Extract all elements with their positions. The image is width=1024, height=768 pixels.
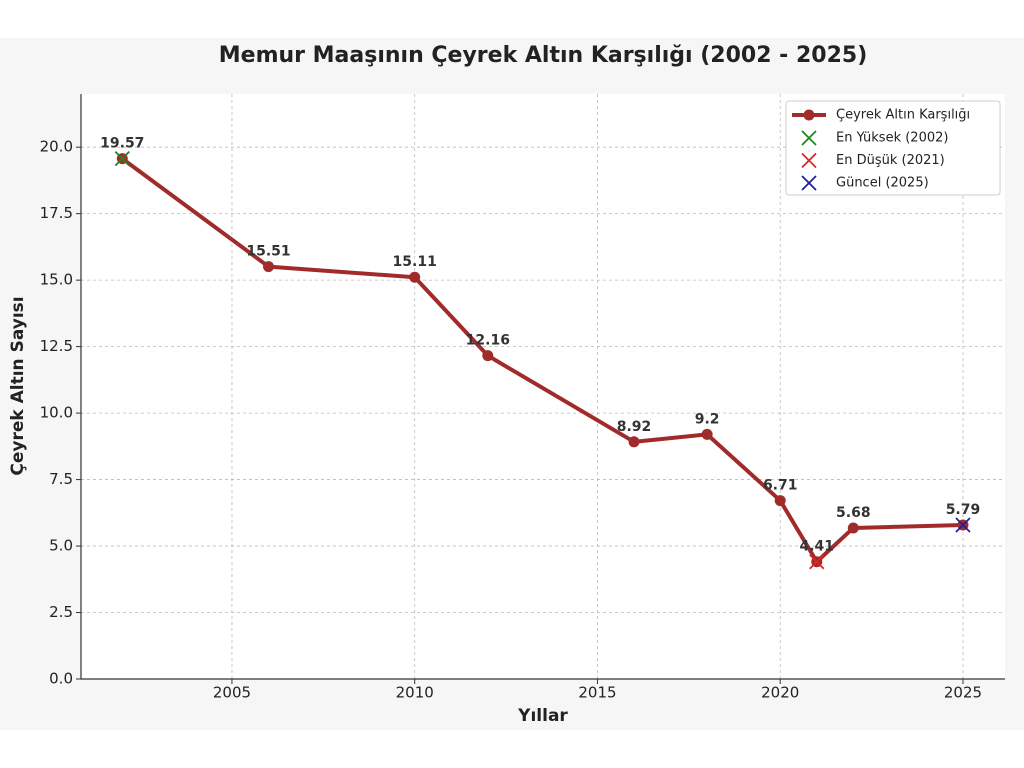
x-axis-label: Yıllar <box>517 706 568 726</box>
legend-label: En Düşük (2021) <box>836 153 945 168</box>
x-tick-label: 2005 <box>213 684 251 702</box>
y-tick-label: 12.5 <box>40 337 73 355</box>
legend-box <box>785 100 1001 196</box>
x-tick-label: 2010 <box>396 684 434 702</box>
x-marker-stroke <box>801 152 817 169</box>
x-tick-label: 2025 <box>944 684 982 702</box>
data-label: 6.71 <box>763 478 798 494</box>
data-label: 15.51 <box>246 244 290 260</box>
x-marker <box>801 175 817 191</box>
y-tick-label: 0.0 <box>49 670 73 688</box>
data-line <box>121 157 964 564</box>
data-point <box>263 261 275 273</box>
data-label: 4.41 <box>799 539 834 555</box>
y-tick-label: 10.0 <box>40 404 73 422</box>
y-axis-label: Çeyrek Altın Sayısı <box>8 296 28 475</box>
data-point <box>628 436 640 448</box>
data-point <box>847 522 859 534</box>
x-tick-label: 2015 <box>578 684 616 702</box>
x-marker-stroke <box>114 150 130 167</box>
data-label: 15.11 <box>393 254 437 270</box>
data-label: 9.2 <box>695 411 720 427</box>
data-point <box>482 350 494 362</box>
x-marker <box>801 152 817 169</box>
y-tick-label: 15.0 <box>40 271 73 289</box>
x-marker <box>809 554 825 570</box>
x-tick-label: 2020 <box>761 684 799 702</box>
data-label: 12.16 <box>466 333 510 349</box>
data-point <box>409 271 421 283</box>
y-tick-label: 20.0 <box>40 138 73 156</box>
legend-swatch <box>803 109 815 121</box>
y-tick-label: 2.5 <box>49 603 73 621</box>
x-marker-stroke <box>809 554 825 570</box>
x-marker <box>114 150 130 167</box>
data-label: 19.57 <box>100 136 144 152</box>
x-marker <box>955 517 971 533</box>
data-point <box>774 495 786 507</box>
y-tick-label: 7.5 <box>49 470 73 488</box>
x-marker-stroke <box>955 517 971 533</box>
y-tick-label: 17.5 <box>40 204 73 222</box>
data-label: 5.68 <box>836 505 871 521</box>
legend-label: En Yüksek (2002) <box>836 131 948 146</box>
chart-title: Memur Maaşının Çeyrek Altın Karşılığı (2… <box>219 43 868 68</box>
x-marker <box>801 130 817 146</box>
legend-label: Güncel (2025) <box>836 176 929 191</box>
legend-label: Çeyrek Altın Karşılığı <box>836 108 970 123</box>
axis-frame <box>80 94 1005 680</box>
data-label: 8.92 <box>617 419 652 435</box>
x-marker-stroke <box>801 175 817 191</box>
data-label: 5.79 <box>946 502 981 518</box>
x-marker-stroke <box>801 130 817 146</box>
data-point <box>701 428 713 440</box>
y-tick-label: 5.0 <box>49 537 73 555</box>
